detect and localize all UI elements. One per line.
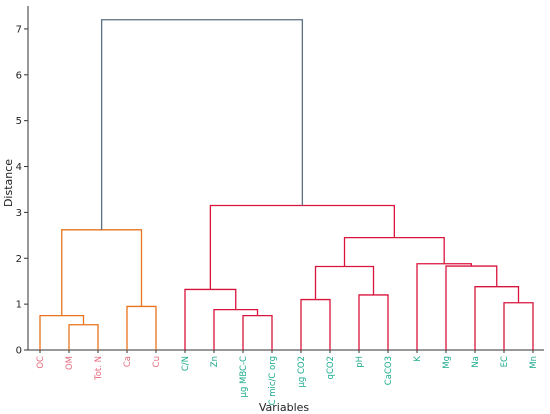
dendrogram-link: [474, 286, 520, 350]
leaf-label: C/N: [181, 356, 191, 371]
leaf-label: µg MBC-C: [239, 356, 249, 398]
leaf-label: K: [413, 356, 423, 362]
leaf-label: Mg: [442, 356, 452, 369]
leaf-label: pH: [355, 356, 365, 368]
dendrogram-link: [68, 324, 99, 350]
y-tick-label: 5: [16, 116, 22, 127]
leaf-label: Mn: [529, 356, 539, 369]
leaf-label: Ca: [123, 356, 133, 367]
dendrogram-link: [503, 302, 534, 350]
axes: 0 1 2 3 4 5 6 7: [16, 6, 544, 357]
leaf-label: Tot. N: [94, 356, 104, 381]
dendrogram-link: [39, 314, 85, 350]
dendrogram-links: [39, 19, 534, 350]
dendrogram-link: [61, 229, 143, 316]
dendrogram-link: [100, 19, 304, 230]
y-tick-label: 2: [16, 254, 22, 265]
dendrogram-link: [343, 236, 445, 267]
x-axis-title: Variables: [259, 401, 310, 414]
leaf-label: CaCO3: [384, 356, 394, 385]
dendrogram-link: [184, 288, 237, 350]
dendrogram-link: [126, 305, 157, 350]
leaf-labels: OC OM Tot. N Ca Cu C/N Zn µg MBC-C C mic/C org µg…: [36, 356, 539, 406]
y-tick-label: 7: [16, 24, 22, 35]
leaf-label: EC: [500, 356, 510, 367]
leaf-label: Na: [471, 356, 481, 368]
dendrogram-link: [242, 314, 273, 350]
y-axis-title: Distance: [2, 159, 15, 207]
y-tick-label: 6: [16, 70, 22, 81]
dendrogram-link: [445, 265, 498, 350]
leaf-label: OC: [36, 356, 46, 369]
leaf-label: qCO2: [326, 356, 336, 379]
y-tick-label: 3: [16, 208, 22, 219]
y-tick-label: 0: [16, 346, 22, 357]
dendrogram-link: [314, 265, 375, 300]
y-tick-label: 4: [16, 162, 22, 173]
dendrogram-link: [416, 263, 473, 350]
dendrogram-link: [300, 298, 331, 350]
y-tick-label: 1: [16, 300, 22, 311]
dendrogram-link: [209, 204, 395, 290]
leaf-label: Zn: [210, 356, 220, 367]
leaf-label: OM: [65, 356, 75, 370]
dendrogram-link: [358, 294, 389, 350]
leaf-label: µg CO2: [297, 356, 307, 388]
leaf-label: C mic/C org: [268, 356, 278, 405]
leaf-label: Cu: [152, 356, 162, 367]
